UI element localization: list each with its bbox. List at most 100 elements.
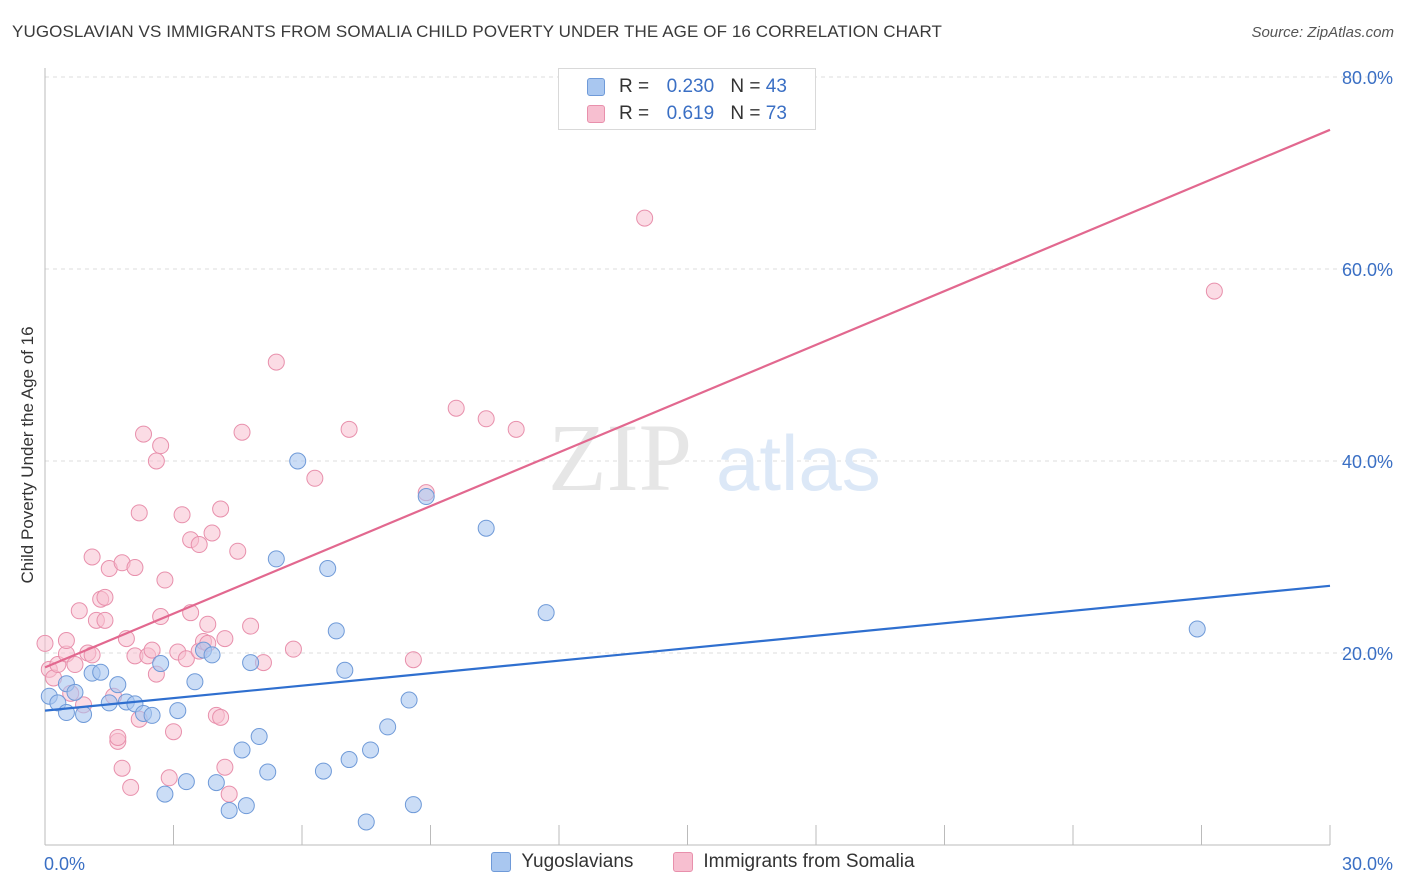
x-tick-label: 30.0% (1342, 854, 1393, 874)
data-point-yugoslavians (362, 741, 380, 759)
trendline-somalia (44, 128, 1331, 669)
data-point-yugoslavians (75, 705, 93, 723)
data-point-yugoslavians (109, 676, 127, 694)
legend-row-yugoslavians: R = 0.230 N = 43 (587, 75, 787, 99)
data-point-yugoslavians (186, 673, 204, 691)
data-point-somalia (156, 571, 174, 589)
grid-layer (45, 76, 1392, 654)
data-point-somalia (212, 708, 230, 726)
data-point-somalia (404, 651, 422, 669)
bottom-legend-yugoslavians: Yugoslavians (491, 851, 633, 873)
data-point-somalia (220, 785, 238, 803)
data-point-somalia (447, 399, 465, 417)
legend-r-value: 0.619 (666, 103, 715, 124)
bottom-legend-swatch-blue (491, 852, 512, 872)
x-tick-label: 0.0% (44, 854, 85, 874)
trendline-yugoslavians (44, 584, 1331, 712)
legend-swatch-blue (587, 78, 605, 96)
data-point-yugoslavians (92, 663, 110, 681)
trend-layer (44, 128, 1331, 712)
data-point-yugoslavians (400, 691, 418, 709)
series-yugoslavians (40, 452, 1206, 831)
data-point-yugoslavians (357, 813, 375, 831)
data-point-somalia (70, 602, 88, 620)
data-point-somalia (216, 758, 234, 776)
data-point-somalia (212, 500, 230, 518)
legend-n-label: N = (730, 76, 761, 97)
data-point-yugoslavians (143, 706, 161, 724)
legend-r-value: 0.230 (666, 76, 715, 97)
data-point-somalia (284, 640, 302, 658)
data-point-yugoslavians (289, 452, 307, 470)
tick-labels: 20.0% 40.0% 60.0% 80.0% 0.0% 30.0% (44, 68, 1393, 874)
data-point-somalia (199, 615, 217, 633)
watermark-atlas: atlas (716, 419, 881, 507)
legend-r-label: R = (619, 76, 650, 97)
data-point-yugoslavians (1188, 620, 1206, 638)
watermark: ZIP atlas (548, 404, 881, 511)
data-point-somalia (267, 353, 285, 371)
y-tick-label: 20.0% (1342, 644, 1393, 664)
data-point-somalia (173, 506, 191, 524)
data-point-yugoslavians (417, 488, 435, 506)
data-point-somalia (165, 723, 182, 741)
data-point-yugoslavians (207, 774, 225, 792)
data-point-somalia (66, 656, 84, 674)
data-point-yugoslavians (242, 654, 260, 672)
data-point-yugoslavians (267, 550, 285, 568)
data-point-somalia (36, 634, 54, 652)
data-point-somalia (109, 728, 127, 746)
data-point-somalia (130, 504, 148, 522)
data-point-yugoslavians (156, 785, 174, 803)
data-point-somalia (507, 420, 525, 438)
data-point-somalia (306, 469, 324, 487)
legend-swatch-pink (587, 105, 605, 123)
data-point-somalia (160, 769, 178, 787)
legend-r-label: R = (619, 103, 650, 124)
legend-row-somalia: R = 0.619 N = 73 (587, 102, 787, 126)
data-point-somalia (340, 420, 358, 438)
y-tick-label: 60.0% (1342, 260, 1393, 280)
data-point-somalia (122, 778, 140, 796)
data-point-somalia (242, 617, 260, 635)
data-point-yugoslavians (237, 797, 255, 815)
data-point-yugoslavians (404, 796, 422, 814)
data-point-somalia (477, 410, 495, 428)
y-axis-title: Child Poverty Under the Age of 16 (18, 326, 37, 584)
data-point-somalia (57, 632, 75, 650)
data-point-somalia (113, 759, 131, 777)
data-point-yugoslavians (327, 622, 345, 640)
data-point-somalia (152, 437, 170, 455)
data-point-yugoslavians (379, 718, 397, 736)
data-point-yugoslavians (537, 604, 555, 622)
bottom-legend-label: Yugoslavians (521, 851, 634, 872)
data-point-yugoslavians (336, 661, 354, 679)
y-tick-label: 40.0% (1342, 452, 1393, 472)
data-point-somalia (96, 611, 114, 629)
data-point-yugoslavians (340, 751, 358, 769)
bottom-legend-swatch-pink (673, 852, 694, 872)
bottom-legend: Yugoslavians Immigrants from Somalia (0, 851, 1406, 873)
data-point-yugoslavians (259, 763, 277, 781)
data-point-yugoslavians (169, 702, 187, 720)
data-point-somalia (233, 423, 251, 441)
source-label: Source: ZipAtlas.com (1251, 24, 1394, 41)
data-point-yugoslavians (233, 741, 251, 759)
data-point-somalia (177, 650, 195, 668)
watermark-zip: ZIP (548, 404, 692, 511)
data-point-somalia (135, 425, 153, 443)
data-point-somalia (147, 452, 165, 470)
axes-layer (44, 68, 1331, 846)
bottom-legend-somalia: Immigrants from Somalia (673, 851, 915, 873)
data-point-somalia (1205, 282, 1223, 300)
data-point-somalia (203, 524, 221, 542)
data-point-yugoslavians (314, 762, 332, 780)
data-point-yugoslavians (220, 801, 238, 819)
bottom-legend-label: Immigrants from Somalia (703, 851, 915, 872)
data-point-yugoslavians (152, 655, 170, 673)
data-point-somalia (190, 536, 208, 554)
data-point-somalia (96, 588, 114, 606)
legend-n-value: 73 (765, 103, 787, 124)
legend-box: R = 0.230 N = 43 R = 0.619 N = 73 (558, 68, 816, 130)
